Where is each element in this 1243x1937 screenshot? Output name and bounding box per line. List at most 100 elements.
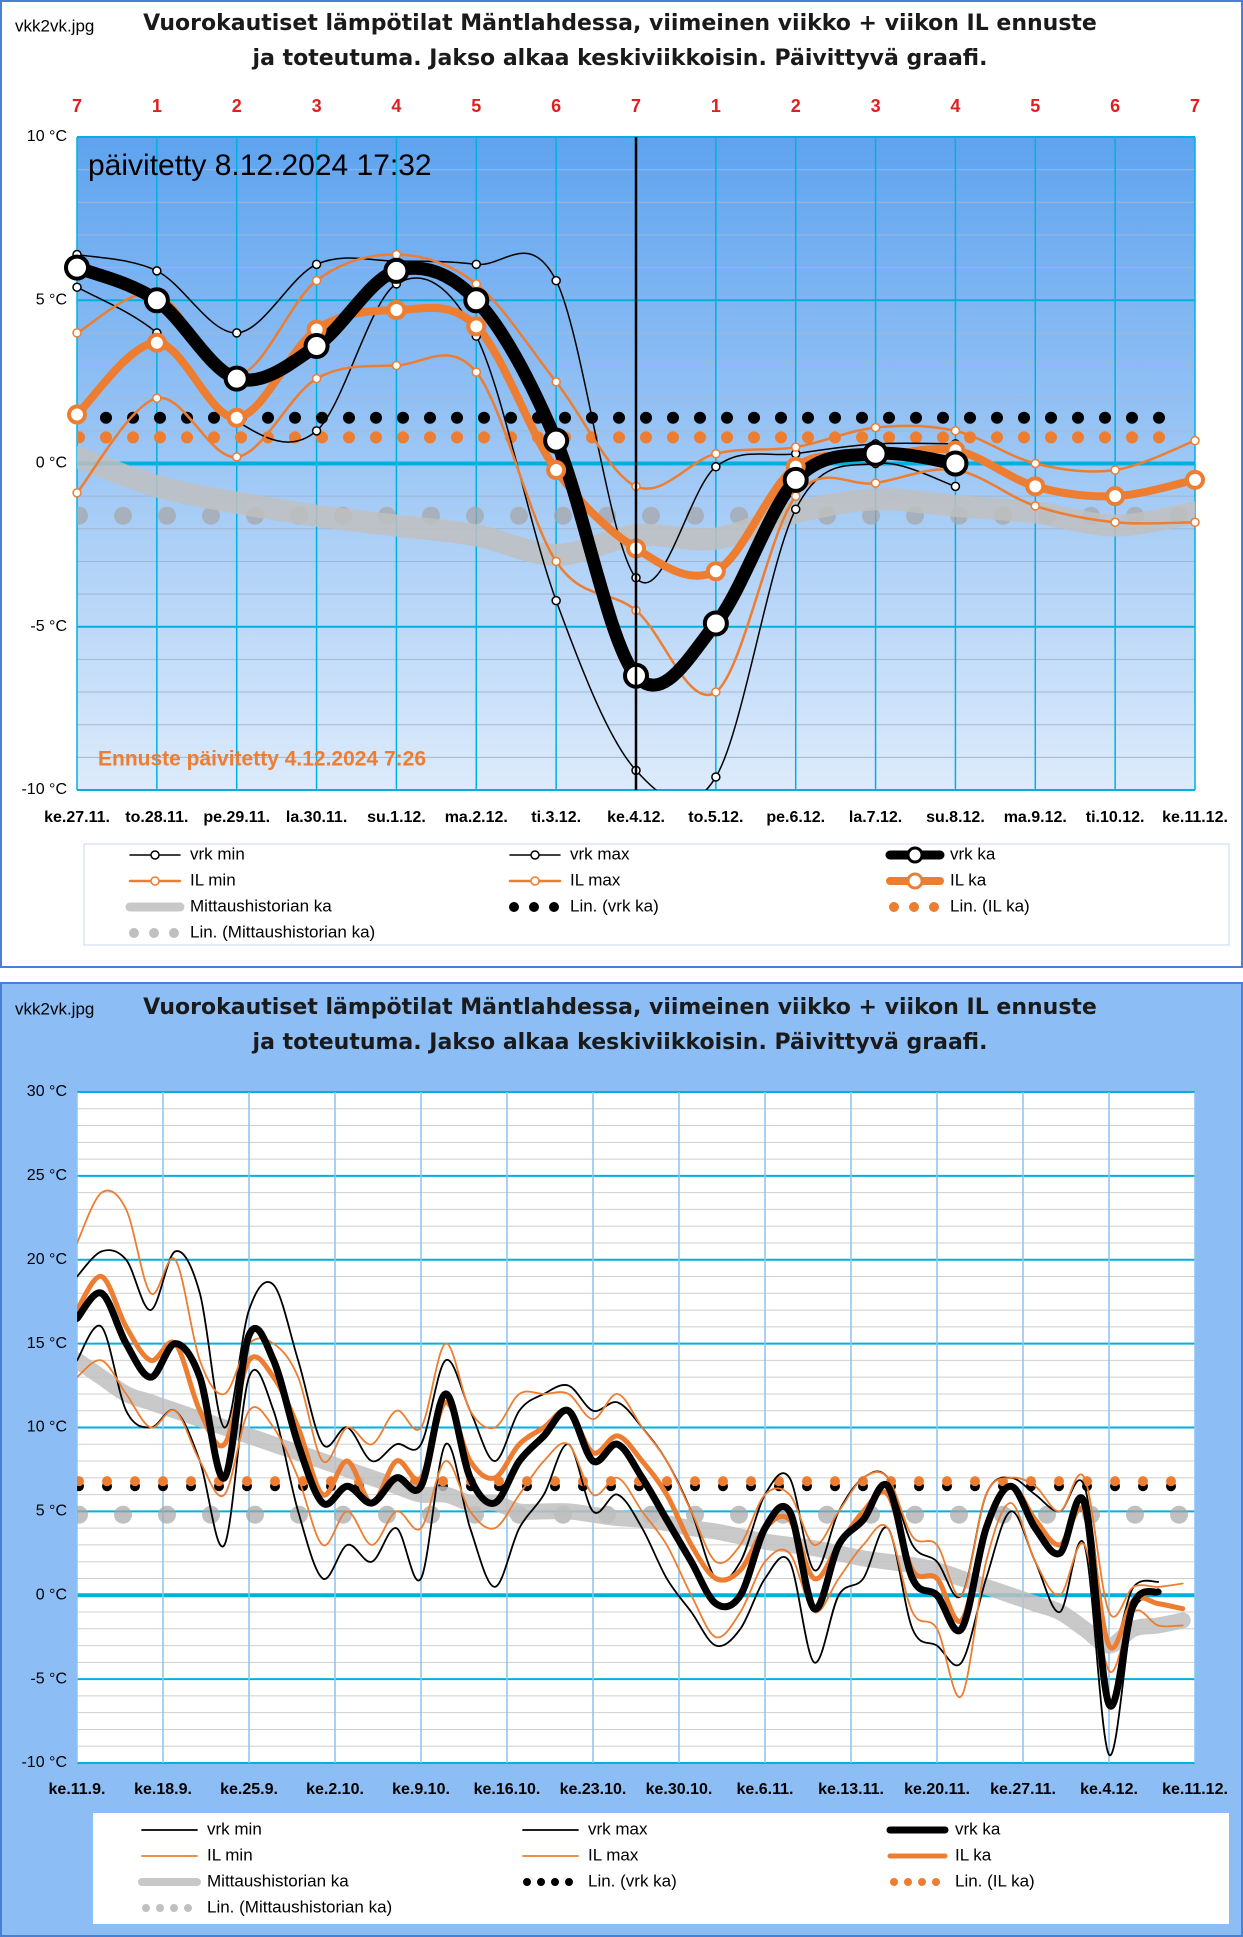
x-tick-label: ke.23.10. (560, 1781, 627, 1798)
point-marker (1105, 486, 1126, 507)
point-marker (383, 257, 410, 284)
point-marker (711, 687, 721, 697)
point-marker (143, 287, 170, 314)
series-line (77, 1289, 1162, 1710)
legend-marker (530, 876, 540, 886)
x-tick-label: ke.2.10. (306, 1781, 364, 1798)
updated-note: päivitetty 8.12.2024 17:32 (88, 149, 432, 182)
legend-label: vrk max (570, 844, 630, 863)
day-number: 5 (471, 96, 481, 116)
x-tick-label: ke.20.11. (904, 1781, 970, 1798)
point-marker (1025, 476, 1046, 497)
chart-title: Vuorokautiset lämpötilat Mäntlahdessa, v… (143, 995, 1097, 1055)
legend-marker (530, 850, 540, 860)
x-tick-label: ke.25.9. (220, 1781, 278, 1798)
x-tick-label: la.7.12. (849, 809, 902, 826)
point-marker (1030, 501, 1041, 511)
point-marker (551, 275, 561, 286)
y-tick-label: -5 °C (30, 618, 67, 635)
x-tick-label: ke.18.9. (134, 1781, 192, 1798)
series-line (77, 1352, 1191, 1654)
y-tick-label: 5 °C (36, 291, 67, 308)
x-tick-label: to.5.12. (688, 809, 743, 826)
x-tick-label: ke.27.11. (44, 809, 110, 826)
y-tick-label: 20 °C (27, 1251, 67, 1268)
file-label: vkk2vk.jpg (15, 16, 94, 35)
point-marker (311, 259, 322, 270)
point-marker (1030, 458, 1041, 469)
point-marker (311, 426, 322, 436)
x-tick-label: ti.10.12. (1086, 809, 1145, 826)
day-number: 6 (551, 96, 561, 116)
y-tick-label: -10 °C (21, 781, 67, 798)
point-marker (226, 407, 247, 428)
y-tick-label: 30 °C (27, 1083, 67, 1100)
point-marker (471, 367, 482, 377)
legend-label: IL min (190, 870, 236, 889)
x-tick-label: la.30.11. (286, 809, 347, 826)
legend-label: Lin. (Mittaushistorian ka) (190, 922, 375, 941)
day-number: 7 (72, 96, 82, 116)
legend-marker (906, 872, 924, 890)
day-number: 6 (1110, 96, 1120, 116)
point-marker (870, 478, 881, 488)
series-line (77, 354, 1195, 697)
point-marker (386, 300, 407, 321)
forecast-note: Ennuste päivitetty 4.12.2024 7:26 (98, 748, 426, 771)
legend-label: vrk ka (950, 844, 996, 863)
legend-label: Lin. (Mittaushistorian ka) (207, 1897, 392, 1916)
point-marker (303, 332, 330, 359)
x-tick-label: ma.9.12. (1004, 809, 1067, 826)
point-marker (790, 491, 801, 501)
point-marker (782, 466, 809, 493)
point-marker (231, 328, 242, 338)
x-tick-label: pe.29.11. (203, 809, 270, 826)
point-marker (1190, 517, 1200, 528)
point-marker (152, 393, 162, 403)
point-marker (546, 460, 567, 481)
point-marker (152, 266, 162, 276)
point-marker (471, 279, 482, 289)
x-tick-label: ke.16.10. (474, 1781, 541, 1798)
x-tick-label: ke.11.9. (49, 1781, 106, 1798)
legend-label: IL min (207, 1845, 253, 1864)
point-marker (870, 422, 881, 433)
point-marker (391, 249, 402, 260)
x-tick-label: ma.2.12. (445, 809, 508, 826)
point-marker (1185, 469, 1205, 490)
point-marker (950, 481, 961, 492)
file-label: vkk2vk.jpg (15, 999, 94, 1018)
x-tick-label: ke.27.11. (990, 1781, 1056, 1798)
y-tick-label: 25 °C (27, 1167, 67, 1184)
point-marker (702, 610, 729, 637)
day-number: 3 (312, 96, 322, 116)
x-tick-label: ke.30.10. (646, 1781, 713, 1798)
day-number: 5 (1030, 96, 1040, 116)
point-marker (64, 254, 90, 281)
series-line (77, 1324, 1160, 1756)
point-marker (950, 426, 961, 436)
day-number: 1 (152, 96, 162, 116)
point-marker (711, 772, 721, 782)
y-tick-label: 10 °C (27, 128, 67, 145)
legend-label: vrk min (190, 844, 245, 863)
legend-label: IL max (588, 1845, 639, 1864)
y-tick-label: 15 °C (27, 1335, 67, 1352)
series-line (77, 1359, 1184, 1699)
point-marker (551, 595, 561, 606)
day-number: 7 (631, 96, 641, 116)
point-marker (146, 332, 167, 353)
legend-marker (150, 850, 160, 860)
point-marker (463, 287, 490, 314)
x-tick-label: ti.3.12. (531, 809, 581, 826)
y-tick-label: -5 °C (30, 1670, 67, 1687)
day-number: 7 (1190, 96, 1200, 116)
point-marker (311, 373, 322, 384)
legend-label: vrk ka (955, 1819, 1001, 1838)
x-tick-label: ke.11.12. (1162, 809, 1228, 826)
point-marker (551, 377, 561, 387)
x-tick-label: ke.11.12. (1162, 1781, 1228, 1798)
legend-label: IL ka (950, 870, 987, 889)
y-tick-label: 10 °C (27, 1419, 67, 1436)
